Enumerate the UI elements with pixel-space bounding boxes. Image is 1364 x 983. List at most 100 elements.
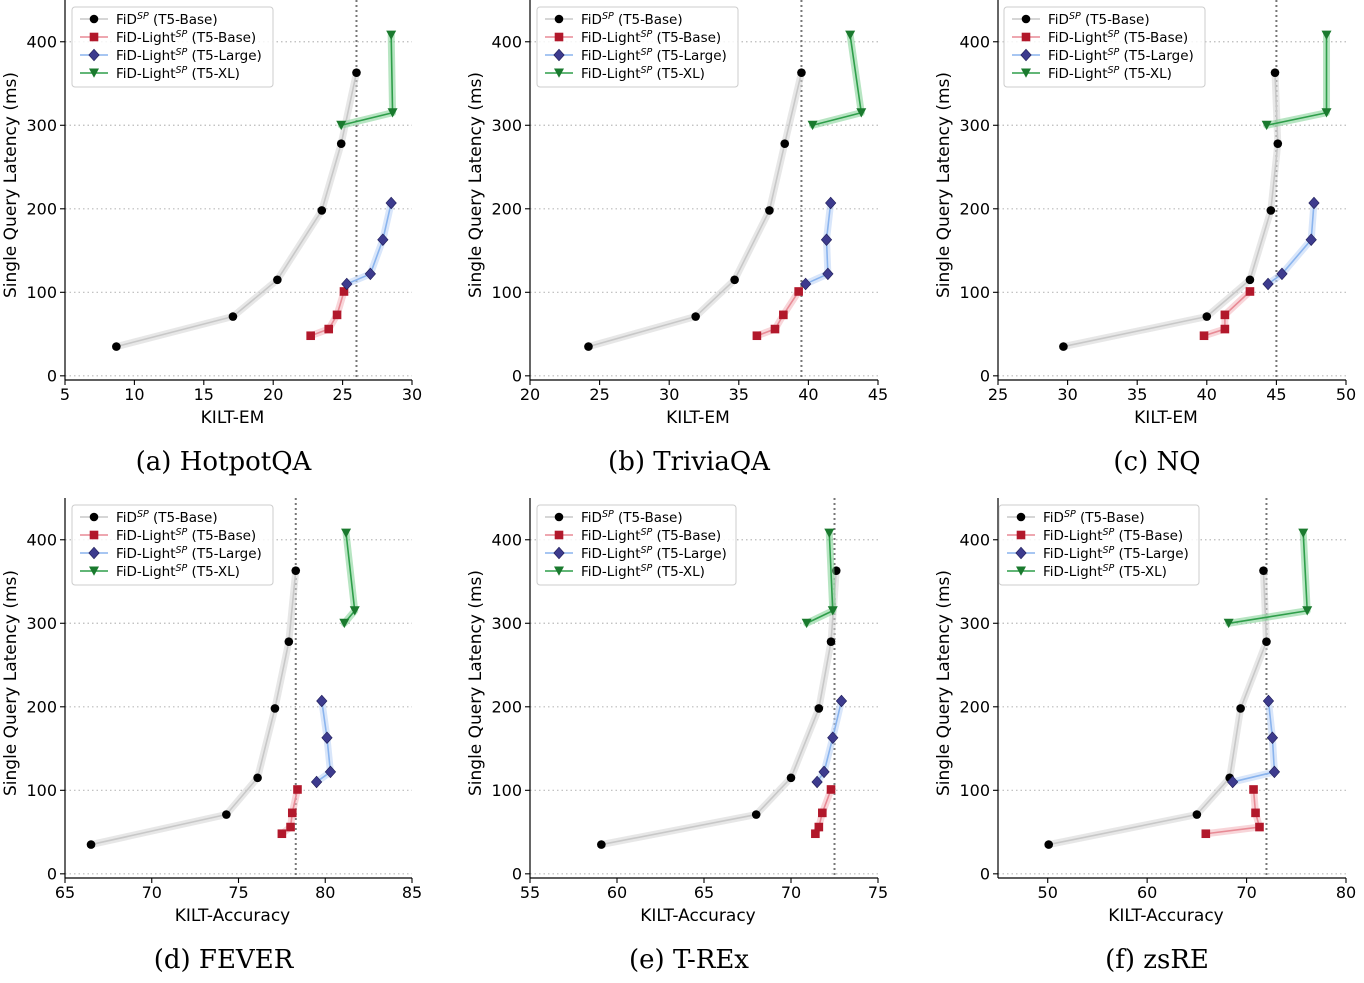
x-tick-label: 75 [228,883,248,902]
data-point [253,773,262,783]
x-tick-label: 80 [315,883,335,902]
y-axis-label: Single Query Latency (ms) [1,570,21,796]
legend-marker [88,48,100,62]
legend-label: FiDSP (T5-Base) [1048,11,1150,28]
y-tick-label: 400 [26,530,57,549]
data-point [691,312,700,321]
legend-label: FiD-LightSP (T5-XL) [1043,563,1167,580]
legend-marker [1016,512,1026,522]
data-point [1202,312,1212,321]
y-tick-label: 0 [980,366,990,385]
y-tick-label: 0 [47,366,57,385]
data-point [780,139,790,148]
data-point [1220,310,1230,320]
x-tick-label: 45 [1266,385,1286,404]
y-tick-label: 100 [959,781,990,800]
data-point [1220,324,1230,334]
legend-marker [89,14,99,24]
y-axis-label: Single Query Latency (ms) [466,72,486,298]
data-point [387,108,398,118]
legend-marker [89,68,99,78]
y-axis-label: Single Query Latency (ms) [466,570,486,796]
series-line [1063,72,1279,348]
y-tick-label: 300 [959,614,990,633]
y-tick-label: 400 [491,530,522,549]
data-point [584,342,593,351]
data-point [324,765,337,779]
legend-marker [554,68,564,78]
x-tick-label: 70 [1236,883,1256,902]
x-tick-label: 75 [868,883,888,902]
data-point [794,287,803,296]
subplot-caption: (c) NQ [1113,447,1200,477]
y-axis-label: Single Query Latency (ms) [934,570,954,796]
data-point [349,606,360,616]
data-point [827,731,839,744]
legend-frame [536,6,739,88]
data-point [386,30,397,40]
legend: FiDSP (T5-Base)FiD-LightSP (T5-Base)FiD-… [536,6,739,88]
legend-label: FiD-LightSP (T5-Large) [581,545,727,562]
y-tick-label: 200 [26,199,57,218]
data-point [822,267,834,281]
series-line [1232,700,1276,783]
y-tick-label: 200 [959,199,990,218]
x-axis-label: KILT-EM [201,408,265,428]
legend-marker [89,566,99,576]
x-tick-label: 5 [60,385,70,404]
y-tick-label: 400 [959,32,990,51]
subplot-caption: (d) FEVER [154,945,295,975]
x-tick-label: 60 [1137,883,1157,902]
legend-label: FiDSP (T5-Base) [581,11,683,28]
data-point [835,694,848,708]
x-tick-label: 80 [1336,883,1356,902]
legend-marker [1021,68,1031,78]
subplot-caption: (f) zsRE [1105,945,1209,975]
data-point [1227,775,1239,789]
data-point [770,324,780,334]
legend-label: FiD-LightSP (T5-Base) [116,527,256,544]
data-point [341,277,353,291]
data-point [1321,108,1332,118]
data-point [222,810,231,819]
subplot-2: 20 25 30 35 40 45 0 100 200 300 400 KILT-EM Single Q… [466,0,888,477]
data-point [1251,808,1260,818]
x-tick-label: 20 [520,385,540,404]
data-point [1059,342,1068,351]
data-point [730,275,739,285]
data-point [786,773,796,783]
data-point [1268,765,1281,779]
subplot-caption: (e) T-REx [629,945,749,975]
data-point [321,731,333,744]
data-point [752,331,762,341]
x-tick-label: 25 [332,385,352,404]
x-tick-label: 60 [607,883,627,902]
x-tick-label: 40 [798,385,818,404]
series-line [756,291,800,337]
y-tick-label: 0 [980,864,990,883]
data-point [1249,785,1258,794]
y-tick-label: 100 [959,283,990,302]
legend-label: FiD-LightSP (T5-XL) [581,65,705,82]
legend-marker [554,14,564,24]
data-point [352,68,361,77]
series-band [1045,567,1270,849]
data-point [332,310,342,320]
data-point [800,277,812,291]
data-point [287,808,297,818]
y-tick-label: 0 [47,864,57,883]
series-line [1205,789,1261,835]
x-tick-label: 30 [1057,385,1077,404]
legend-marker [553,546,565,560]
x-tick-label: 30 [659,385,679,404]
data-point [1298,528,1309,538]
subplot-caption: (b) TriviaQA [608,447,771,477]
data-point [277,829,287,839]
legend-marker [554,32,564,42]
series-line [281,789,299,835]
data-point [1276,267,1288,281]
data-point [324,324,334,334]
data-point [1261,120,1272,131]
series-line [1203,290,1251,337]
x-axis-label: KILT-EM [666,408,730,428]
